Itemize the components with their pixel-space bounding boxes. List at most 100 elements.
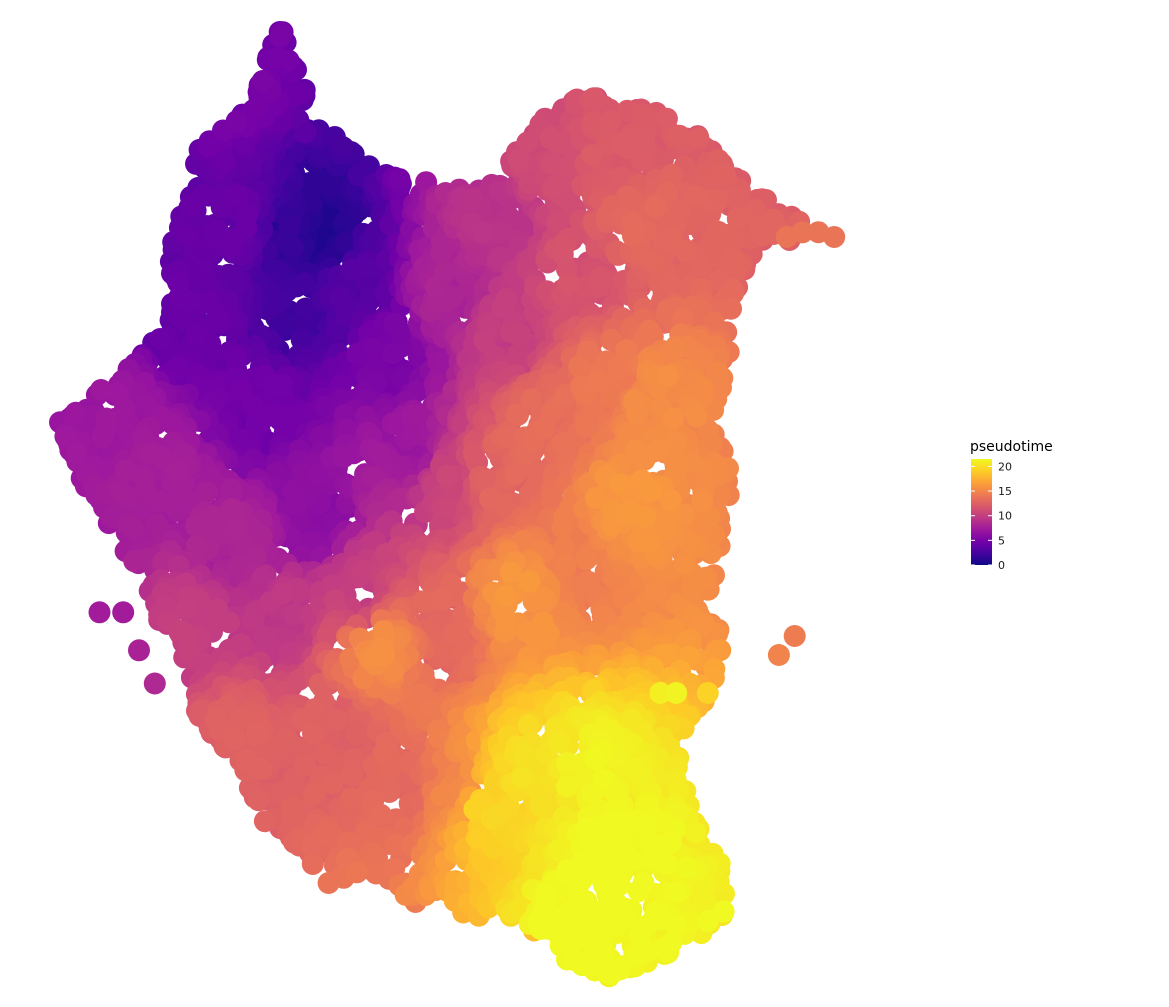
cell-point [247, 789, 270, 812]
cell-point [668, 124, 691, 147]
cell-point [251, 70, 274, 92]
cell-point [245, 723, 268, 746]
cell-point [691, 377, 714, 399]
cell-point [691, 490, 714, 513]
cell-point [685, 405, 708, 428]
cell-point [160, 412, 183, 435]
cell-point [533, 417, 556, 440]
cell-point [433, 261, 456, 284]
cell-point [179, 195, 202, 218]
cell-point [284, 493, 307, 516]
cell-point [224, 346, 247, 369]
cell-point [202, 220, 225, 243]
cell-point [557, 272, 580, 295]
scatter-points [49, 21, 846, 988]
cell-point [575, 548, 598, 571]
cell-point [143, 672, 166, 695]
cell-point [166, 459, 189, 482]
cell-point [581, 144, 603, 166]
cell-point [657, 365, 679, 387]
cell-point [302, 722, 324, 745]
cell-point [185, 324, 208, 347]
cell-point [225, 110, 248, 133]
cell-point [88, 601, 111, 624]
cell-point [145, 513, 168, 536]
cell-point [783, 625, 806, 647]
cell-point [236, 203, 259, 226]
cell-point [250, 757, 273, 780]
cell-point [663, 233, 686, 256]
cell-point [293, 272, 316, 295]
cell-point [495, 288, 518, 311]
cell-point [255, 404, 278, 427]
cell-point [65, 442, 88, 465]
cell-point [775, 226, 798, 248]
cell-point [401, 404, 424, 427]
cell-point [436, 464, 459, 487]
cell-point [635, 105, 658, 128]
cell-point [219, 478, 242, 501]
cell-point [362, 466, 384, 488]
cell-point [253, 810, 276, 833]
cell-point [90, 379, 112, 401]
cell-point [214, 150, 237, 172]
cell-point [149, 328, 172, 350]
cell-point [638, 319, 661, 342]
cell-point [271, 373, 294, 396]
cell-point [664, 338, 687, 361]
cell-point [609, 133, 632, 156]
cell-point [54, 425, 77, 448]
cell-point [114, 459, 137, 482]
cell-point [621, 224, 644, 247]
cell-point [430, 241, 453, 264]
cell-point [122, 517, 145, 540]
cell-point [208, 311, 231, 334]
cell-point [626, 402, 649, 425]
cell-point [368, 442, 391, 465]
cell-point [342, 442, 365, 465]
cell-point [442, 285, 465, 308]
cell-point [369, 803, 392, 826]
cell-point [723, 248, 746, 271]
cell-point [109, 479, 132, 502]
cell-point [328, 287, 351, 309]
cell-point [195, 481, 218, 503]
cell-point [520, 388, 543, 411]
cell-point [220, 497, 243, 520]
cell-point [568, 355, 591, 378]
cell-point [582, 87, 605, 110]
cell-point [644, 580, 667, 603]
cell-point [461, 188, 484, 211]
cell-point [113, 397, 136, 420]
cell-point [644, 195, 667, 218]
cell-point [64, 402, 87, 425]
cell-point [587, 370, 610, 393]
cell-point [313, 822, 335, 845]
cell-point [641, 250, 664, 272]
cell-point [223, 518, 246, 540]
cell-point [223, 727, 246, 750]
cell-point [314, 742, 337, 765]
cell-point [128, 639, 150, 662]
cell-point [275, 728, 298, 751]
cell-point [331, 135, 353, 158]
cell-point [708, 165, 731, 188]
cell-point [253, 625, 276, 648]
cell-point [174, 623, 197, 646]
cell-point [504, 463, 526, 486]
cell-point [320, 174, 343, 197]
cell-point [767, 644, 790, 666]
cell-point [301, 853, 324, 875]
cell-point [509, 324, 532, 347]
cell-point [345, 861, 368, 884]
cell-point [271, 582, 294, 605]
cell-point [184, 514, 207, 537]
cell-point [599, 110, 622, 132]
cell-point [179, 289, 202, 312]
cell-point [658, 271, 681, 294]
cell-point [246, 95, 269, 118]
cell-point [554, 554, 577, 577]
cell-point [269, 25, 291, 48]
cell-point [222, 230, 245, 252]
